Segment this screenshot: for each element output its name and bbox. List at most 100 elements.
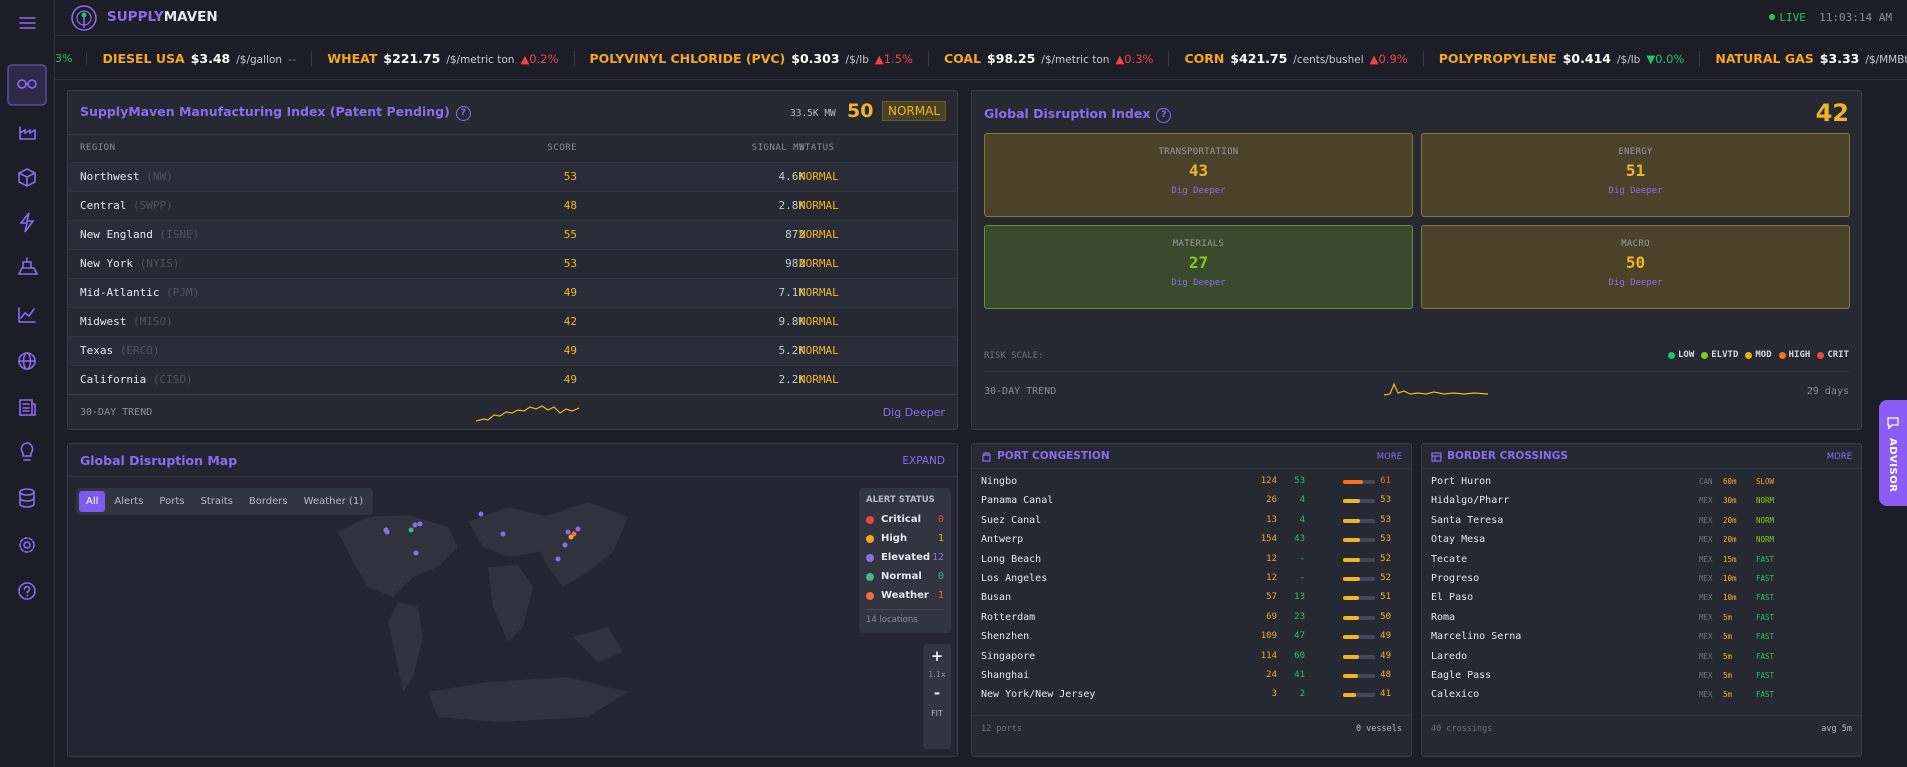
region-row[interactable]: Midwest (MISO) 42 9.8K NORMAL xyxy=(68,307,957,336)
category-card[interactable]: TRANSPORTATION 43 Dig Deeper xyxy=(984,133,1413,217)
nav-help[interactable] xyxy=(18,582,36,600)
list-row[interactable]: Suez Canal 13 4 53 xyxy=(972,512,1411,531)
nav-active[interactable] xyxy=(7,64,47,106)
dig-deeper-link[interactable]: Dig Deeper xyxy=(1608,278,1663,288)
region-row[interactable]: Central (SWPP) 48 2.8K NORMAL xyxy=(68,191,957,220)
ticker-item[interactable]: WHEAT $221.75 /$/metric ton ▲0.2% xyxy=(312,50,575,66)
item-name: Hidalgo/Pharr xyxy=(1431,495,1510,507)
category-card[interactable]: MATERIALS 27 Dig Deeper xyxy=(984,225,1413,309)
filter-tab[interactable]: Weather (1) xyxy=(303,496,364,507)
list-row[interactable]: Marcelino Serna MEX 5m FAST xyxy=(1422,628,1861,647)
zoom-in[interactable]: + xyxy=(930,647,944,665)
dig-deeper-link[interactable]: Dig Deeper xyxy=(882,406,945,419)
list-row[interactable]: Calexico MEX 5m FAST xyxy=(1422,686,1861,705)
ticker-item[interactable]: POLYPROPYLENE $0.414 /$/lb ▼0.0% xyxy=(1424,50,1701,66)
list-row[interactable]: Ningbo 124 53 61 xyxy=(972,473,1411,492)
filter-tab[interactable]: All xyxy=(79,491,106,512)
ticker-item[interactable]: POLYVINYL CHLORIDE (PVC) $0.303 /$/lb ▲1.5% xyxy=(575,50,929,66)
footer-right: avg 5m xyxy=(1821,724,1852,734)
list-row[interactable]: El Paso MEX 10m FAST xyxy=(1422,589,1861,608)
ticker-item[interactable]: CORN $421.75/cents/bushel ▲0.9% xyxy=(1169,50,1424,66)
expand-button[interactable]: EXPAND xyxy=(902,455,945,467)
item-name: Busan xyxy=(981,592,1012,604)
dig-deeper-link[interactable]: Dig Deeper xyxy=(1171,278,1226,288)
list-row[interactable]: Eagle Pass MEX 5m FAST xyxy=(1422,667,1861,686)
fit-button[interactable]: FIT xyxy=(931,709,943,718)
ticker-unit: /$/MMBtu xyxy=(1865,53,1907,66)
score-track xyxy=(1343,674,1375,678)
region-row[interactable]: California (CISO) 49 2.2K NORMAL xyxy=(68,365,957,394)
risk-label: RISK SCALE: xyxy=(984,351,1044,361)
advisor-tab[interactable]: ADVISOR xyxy=(1879,400,1907,506)
ticker-item[interactable]: DIESEL USA $3.48 /$/gallon -- xyxy=(87,50,313,66)
region-row[interactable]: New York (NYIS) 53 982 NORMAL xyxy=(68,249,957,278)
list-row[interactable]: Shanghai 24 41 48 xyxy=(972,667,1411,686)
card-label: MACRO xyxy=(1621,239,1650,249)
live-label: LIVE xyxy=(1779,11,1806,24)
sidebar xyxy=(0,0,55,767)
nav-database[interactable] xyxy=(19,488,35,508)
zoom-out[interactable]: - xyxy=(933,684,941,702)
list-row[interactable]: Hidalgo/Pharr MEX 30m NORM xyxy=(1422,492,1861,511)
list-row[interactable]: Long Beach 12 - 52 xyxy=(972,551,1411,570)
more-link[interactable]: MORE xyxy=(1826,452,1852,462)
nav-shipping[interactable] xyxy=(17,257,39,275)
panel-header: PORT CONGESTION MORE xyxy=(972,444,1411,469)
list-row[interactable]: Shenzhen 109 47 49 xyxy=(972,628,1411,647)
more-link[interactable]: MORE xyxy=(1376,452,1402,462)
filter-tab[interactable]: Straits xyxy=(200,496,233,507)
wait-time: 10m xyxy=(1723,574,1737,583)
crossing-status: FAST xyxy=(1756,612,1775,622)
info-button[interactable]: ? xyxy=(1156,108,1172,123)
ticker-item[interactable]: COAL $98.25 /$/metric ton ▲0.3% xyxy=(929,50,1170,66)
category-card[interactable]: MACRO 50 Dig Deeper xyxy=(1421,225,1850,309)
status: NORMAL xyxy=(799,170,839,183)
nav-settings[interactable] xyxy=(19,537,35,553)
list-row[interactable]: Otay Mesa MEX 20m NORM xyxy=(1422,531,1861,550)
list-row[interactable]: Progreso MEX 10m FAST xyxy=(1422,570,1861,589)
list-row[interactable]: Panama Canal 26 4 53 xyxy=(972,492,1411,511)
info-button[interactable]: ? xyxy=(455,106,471,121)
dig-deeper-link[interactable]: Dig Deeper xyxy=(1171,186,1226,196)
list-row[interactable]: Los Angeles 12 - 52 xyxy=(972,570,1411,589)
landmass xyxy=(488,565,533,642)
divider xyxy=(866,609,944,610)
list-row[interactable]: Santa Teresa MEX 20m NORM xyxy=(1422,512,1861,531)
list-row[interactable]: New York/New Jersey 3 2 41 xyxy=(972,686,1411,705)
map-marker xyxy=(565,529,571,535)
nav-trends[interactable] xyxy=(18,307,36,323)
list-row[interactable]: Antwerp 154 43 53 xyxy=(972,531,1411,550)
filter-tab[interactable]: Ports xyxy=(159,496,185,507)
list-row[interactable]: Roma MEX 5m FAST xyxy=(1422,609,1861,628)
nav-factory[interactable] xyxy=(19,126,36,140)
nav-dashboard[interactable] xyxy=(17,79,37,89)
ticker-lead: 3% xyxy=(55,51,88,65)
region-row[interactable]: Texas (ERCO) 49 5.2K NORMAL xyxy=(68,336,957,365)
brand[interactable]: SUPPLYMAVEN xyxy=(107,9,218,25)
list-row[interactable]: Tecate MEX 15m FAST xyxy=(1422,551,1861,570)
ticker-item[interactable]: NATURAL GAS$3.33/$/MMBtu▲3. xyxy=(1700,51,1907,66)
region-row[interactable]: New England (ISNE) 55 872 NORMAL xyxy=(68,220,957,249)
nav-globe[interactable] xyxy=(18,352,36,370)
category-card[interactable]: ENERGY 51 Dig Deeper xyxy=(1421,133,1850,217)
region-code: (NYIS) xyxy=(139,257,180,270)
filter-tab[interactable]: Alerts xyxy=(114,496,144,507)
menu-button[interactable] xyxy=(19,17,36,29)
list-row[interactable]: Busan 57 13 51 xyxy=(972,589,1411,608)
list-row[interactable]: Singapore 114 60 49 xyxy=(972,648,1411,667)
nav-materials[interactable] xyxy=(18,168,36,187)
nav-energy[interactable] xyxy=(19,212,35,233)
nav-insights[interactable] xyxy=(20,442,34,461)
column-header: STATUS xyxy=(799,143,835,153)
region-row[interactable]: Mid-Atlantic (PJM) 49 7.1K NORMAL xyxy=(68,278,957,307)
load: 33.5K MW xyxy=(790,108,836,119)
nav-news[interactable] xyxy=(19,399,36,416)
list-row[interactable]: Port Huron CAN 60m SLOW xyxy=(1422,473,1861,492)
region-row[interactable]: Northwest (NW) 53 4.6K NORMAL xyxy=(68,162,957,191)
list-row[interactable]: Rotterdam 69 23 50 xyxy=(972,609,1411,628)
dig-deeper-link[interactable]: Dig Deeper xyxy=(1608,186,1663,196)
list-row[interactable]: Laredo MEX 5m FAST xyxy=(1422,648,1861,667)
alert-count: 1 xyxy=(937,533,944,544)
alert-row: Normal 0 xyxy=(866,567,944,586)
filter-tab[interactable]: Borders xyxy=(248,496,288,507)
